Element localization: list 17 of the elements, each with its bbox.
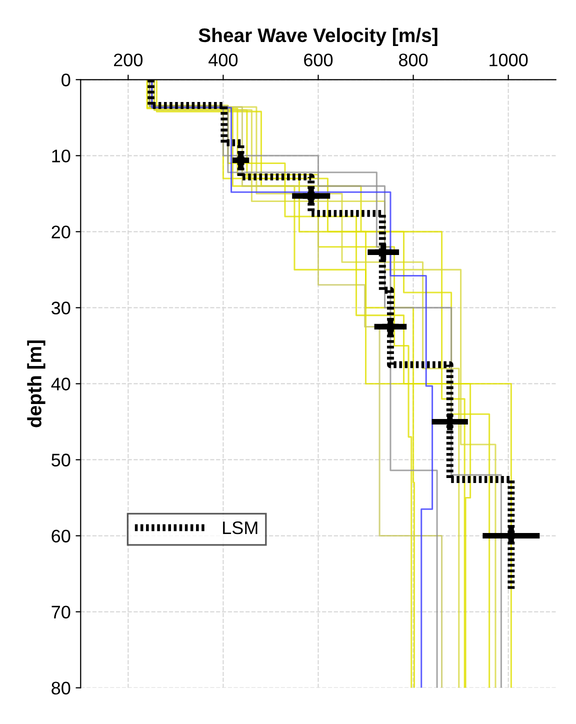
x-tick-label: 1000 xyxy=(490,54,528,66)
y-tick-label: 20 xyxy=(52,226,70,238)
x-tick-label: 200 xyxy=(114,54,143,66)
y-tick-label: 30 xyxy=(52,302,70,314)
y-tick-label: 0 xyxy=(62,74,70,86)
legend-label: LSM xyxy=(223,521,258,534)
x-tick-label: 400 xyxy=(208,54,238,66)
x-tick-label: 800 xyxy=(399,54,428,66)
x-axis-title: Shear Wave Velocity [m/s] xyxy=(198,28,438,46)
y-tick-label: 70 xyxy=(52,606,70,618)
y-tick-label: 60 xyxy=(52,530,70,542)
y-tick-label: 80 xyxy=(52,682,70,695)
y-tick-label: 50 xyxy=(52,454,70,466)
y-tick-label: 40 xyxy=(51,378,70,390)
y-axis-title: depth [m] xyxy=(27,340,46,428)
x-tick-label: 600 xyxy=(304,54,333,66)
y-tick-label: 10 xyxy=(52,150,70,162)
